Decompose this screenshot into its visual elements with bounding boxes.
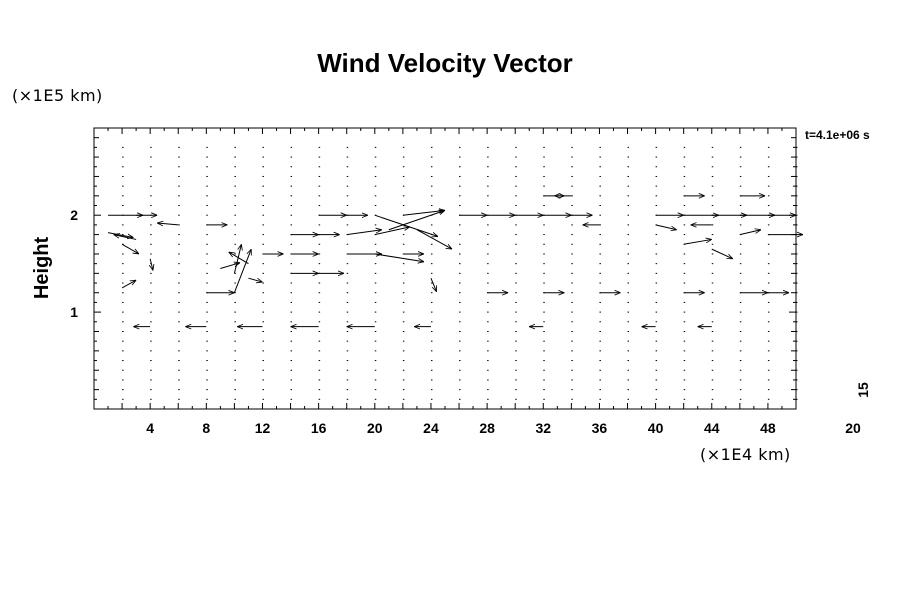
vector-field bbox=[107, 196, 804, 327]
y-tick-label: 1 bbox=[70, 304, 78, 320]
reference-vector-label: 20 bbox=[845, 420, 861, 436]
x-tick-label: 12 bbox=[255, 420, 271, 436]
x-tick-label: 20 bbox=[367, 420, 383, 436]
wind-vector bbox=[107, 232, 133, 238]
wind-vector bbox=[121, 243, 139, 254]
plot-frame bbox=[93, 127, 797, 410]
wind-vector bbox=[739, 230, 761, 236]
x-tick-label: 40 bbox=[648, 420, 664, 436]
chart-title: Wind Velocity Vector bbox=[317, 48, 573, 78]
wind-vector bbox=[402, 210, 445, 216]
x-tick-label: 16 bbox=[311, 420, 327, 436]
wind-vector bbox=[374, 227, 410, 236]
time-label: t=4.1e+06 s bbox=[805, 128, 870, 142]
reference-vector-magnitude: 15 bbox=[855, 382, 871, 398]
wind-vector bbox=[346, 230, 382, 236]
wind-vector bbox=[233, 249, 251, 293]
wind-vector bbox=[229, 252, 249, 265]
wind-vector bbox=[248, 277, 262, 282]
x-tick-label: 36 bbox=[592, 420, 608, 436]
wind-vector bbox=[233, 244, 241, 274]
wind-vector bbox=[114, 235, 137, 240]
wind-vector bbox=[430, 277, 438, 292]
y-axis-label: Height bbox=[31, 237, 53, 300]
wind-vector bbox=[374, 214, 438, 236]
x-tick-label: 8 bbox=[202, 420, 210, 436]
wind-vector bbox=[655, 224, 677, 230]
wind-vector bbox=[374, 253, 424, 262]
x-tick-label: 44 bbox=[704, 420, 720, 436]
x-tick-label: 32 bbox=[535, 420, 551, 436]
wind-vector bbox=[150, 258, 153, 271]
grid-dots bbox=[122, 146, 798, 400]
x-tick-label: 4 bbox=[146, 420, 154, 436]
wind-vector bbox=[157, 223, 179, 225]
y-tick-label: 2 bbox=[70, 207, 78, 223]
y-unit-label: (×1E5 km) bbox=[12, 86, 103, 105]
x-unit-label: (×1E4 km) bbox=[700, 445, 791, 464]
x-axis-ticks: 4 8 12 16 20 24 28 32 36 40 44 48 bbox=[107, 128, 783, 436]
wind-vector bbox=[121, 280, 136, 289]
wind-vector bbox=[711, 248, 733, 259]
wind-vector bbox=[683, 239, 712, 245]
x-tick-label: 28 bbox=[479, 420, 495, 436]
x-tick-label: 48 bbox=[760, 420, 776, 436]
wind-vector bbox=[388, 210, 445, 231]
x-tick-label: 24 bbox=[423, 420, 439, 436]
wind-vector bbox=[416, 229, 452, 249]
